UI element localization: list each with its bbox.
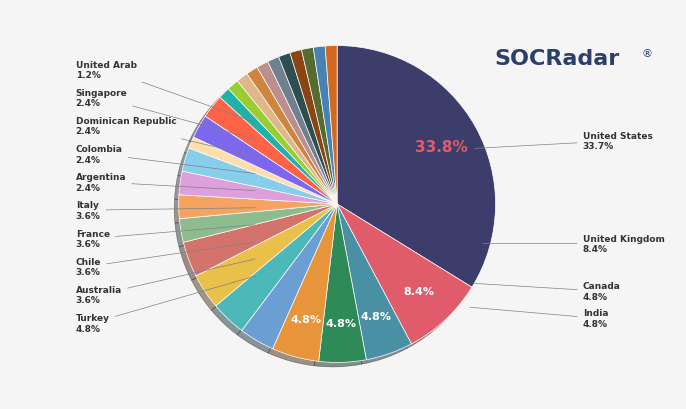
Wedge shape: [337, 204, 412, 360]
Text: Dominican Republic
2.4%: Dominican Republic 2.4%: [75, 117, 255, 157]
Text: Turkey
4.8%: Turkey 4.8%: [75, 276, 255, 333]
Wedge shape: [220, 90, 337, 204]
Text: SOCRadar: SOCRadar: [494, 49, 619, 69]
Text: United Arab
1.2%: United Arab 1.2%: [75, 61, 255, 123]
Wedge shape: [183, 204, 337, 276]
Text: India
4.8%: India 4.8%: [470, 308, 608, 328]
Wedge shape: [237, 74, 337, 204]
Text: United States
33.7%: United States 33.7%: [475, 132, 652, 151]
Wedge shape: [337, 204, 472, 344]
Wedge shape: [319, 204, 366, 362]
Wedge shape: [337, 47, 495, 288]
Wedge shape: [247, 68, 337, 204]
Wedge shape: [179, 172, 337, 204]
Wedge shape: [290, 50, 337, 204]
Text: Colombia
2.4%: Colombia 2.4%: [75, 145, 255, 174]
Wedge shape: [272, 204, 337, 362]
Wedge shape: [301, 48, 337, 204]
Wedge shape: [268, 58, 337, 204]
Wedge shape: [325, 47, 337, 204]
Wedge shape: [228, 82, 337, 204]
Wedge shape: [279, 54, 337, 204]
Wedge shape: [178, 195, 337, 219]
Wedge shape: [189, 138, 337, 204]
Wedge shape: [196, 204, 337, 306]
Wedge shape: [205, 98, 337, 204]
Text: Chile
3.6%: Chile 3.6%: [75, 242, 255, 276]
Text: Italy
3.6%: Italy 3.6%: [75, 201, 255, 220]
Text: United Kingdom
8.4%: United Kingdom 8.4%: [482, 234, 665, 254]
Wedge shape: [257, 63, 337, 204]
Text: Canada
4.8%: Canada 4.8%: [475, 282, 621, 301]
Wedge shape: [314, 47, 337, 204]
Text: ®: ®: [641, 49, 652, 59]
Text: 33.8%: 33.8%: [414, 139, 467, 154]
Text: 4.8%: 4.8%: [290, 314, 321, 324]
Wedge shape: [241, 204, 337, 349]
Wedge shape: [179, 204, 337, 243]
Wedge shape: [215, 204, 337, 331]
Text: Singapore
2.4%: Singapore 2.4%: [75, 89, 255, 140]
Text: 4.8%: 4.8%: [326, 318, 357, 328]
Text: Australia
3.6%: Australia 3.6%: [75, 259, 255, 305]
Text: 8.4%: 8.4%: [403, 286, 434, 296]
Text: Argentina
2.4%: Argentina 2.4%: [75, 173, 255, 192]
Wedge shape: [193, 117, 337, 204]
Text: France
3.6%: France 3.6%: [75, 225, 255, 248]
Text: 4.8%: 4.8%: [361, 311, 392, 321]
Wedge shape: [182, 149, 337, 204]
